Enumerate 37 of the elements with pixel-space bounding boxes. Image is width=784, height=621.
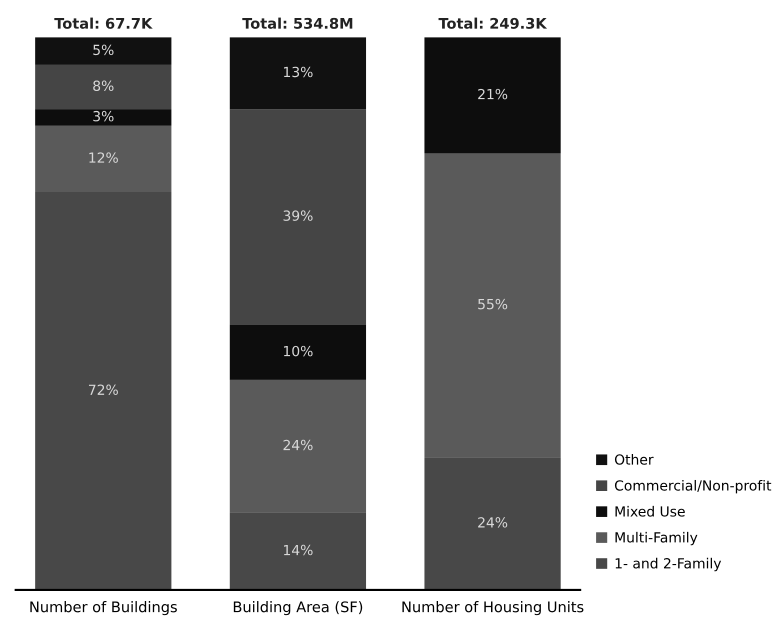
data-label: 3% <box>93 110 114 122</box>
legend-label: Other <box>614 454 654 465</box>
bar <box>424 37 561 154</box>
annotation: Total: 67.7K <box>54 18 153 29</box>
data-label: 8% <box>93 80 114 92</box>
data-label: 10% <box>284 346 313 356</box>
legend-label: 1- and 2-Family <box>616 558 722 572</box>
data-label: 13% <box>284 66 313 78</box>
annotation: Total: 534.8M <box>242 18 352 29</box>
x-tick-label: Number of Buildings <box>30 601 177 616</box>
data-label: 5% <box>93 44 114 56</box>
data-label: 24% <box>478 517 508 528</box>
x-tick-label: Number of Housing Units <box>402 601 584 616</box>
data-label: 21% <box>478 88 508 100</box>
bar <box>35 126 172 192</box>
bar <box>230 109 366 325</box>
bar <box>35 64 172 110</box>
bar <box>230 324 366 380</box>
bar <box>230 37 366 110</box>
bar <box>424 457 561 590</box>
data-label: 24% <box>284 440 313 450</box>
annotation: Total: 249.3K <box>438 18 548 29</box>
data-label: 12% <box>89 152 118 163</box>
bar <box>35 37 172 65</box>
x-tick-label: Building Area (SF) <box>234 601 362 616</box>
bar <box>35 109 172 126</box>
bar <box>230 380 366 513</box>
bar <box>35 192 172 590</box>
legend-label: Commercial/Non-profit <box>614 480 772 494</box>
data-label: 72% <box>88 384 118 396</box>
bar <box>230 512 366 590</box>
data-label: 39% <box>284 210 313 221</box>
bar <box>424 153 561 458</box>
data-label: 55% <box>478 298 508 310</box>
data-label: 14% <box>284 544 313 556</box>
legend-label: Mixed Use <box>616 506 685 517</box>
legend-label: Multi-Family <box>616 532 698 546</box>
